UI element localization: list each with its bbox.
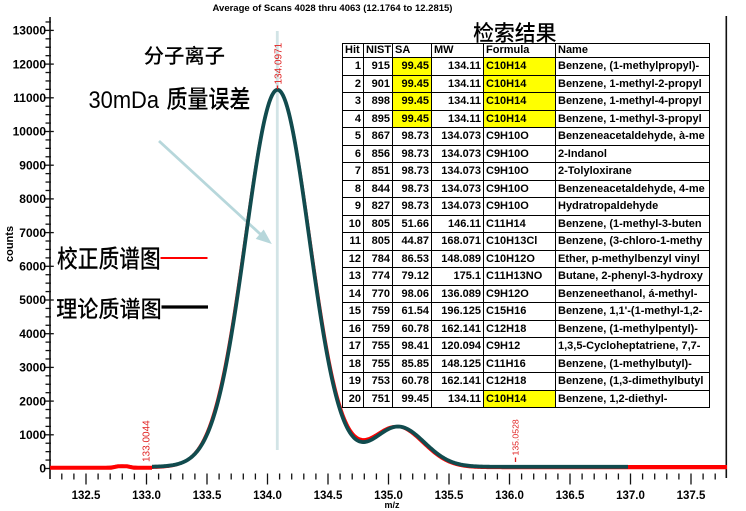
svg-text:3000: 3000 [19,361,46,375]
svg-text:134.5: 134.5 [314,490,343,502]
svg-text:counts: counts [4,226,16,262]
svg-text:133.5: 133.5 [193,490,222,502]
svg-text:7000: 7000 [19,226,46,240]
svg-text:10000: 10000 [13,125,47,139]
svg-text:9000: 9000 [19,158,46,172]
svg-text:6000: 6000 [19,260,46,274]
svg-text:135.0528: 135.0528 [511,419,521,455]
svg-text:134.0971: 134.0971 [274,42,285,84]
svg-text:137.0: 137.0 [616,490,645,502]
svg-text:136.5: 136.5 [556,490,585,502]
svg-text:1000: 1000 [19,428,46,442]
svg-text:2000: 2000 [19,394,46,408]
svg-text:137.5: 137.5 [677,490,706,502]
svg-text:m/z: m/z [384,500,400,510]
svg-text:136.0: 136.0 [495,490,524,502]
svg-text:133.0: 133.0 [132,490,161,502]
svg-text:133.0044: 133.0044 [142,420,153,462]
svg-text:Average of Scans 4028 thru 406: Average of Scans 4028 thru 4063 (12.1764… [213,3,453,14]
svg-text:5000: 5000 [19,293,46,307]
svg-text:134.0: 134.0 [253,490,282,502]
svg-text:8000: 8000 [19,192,46,206]
svg-text:132.5: 132.5 [72,490,101,502]
svg-text:4000: 4000 [19,327,46,341]
svg-text:30mDa: 30mDa [89,87,160,114]
svg-text:13000: 13000 [13,24,47,38]
svg-text:0: 0 [39,462,46,476]
svg-text:135.0: 135.0 [374,490,403,502]
svg-text:12000: 12000 [13,57,47,71]
svg-text:135.5: 135.5 [435,490,464,502]
svg-text:11000: 11000 [13,91,46,105]
